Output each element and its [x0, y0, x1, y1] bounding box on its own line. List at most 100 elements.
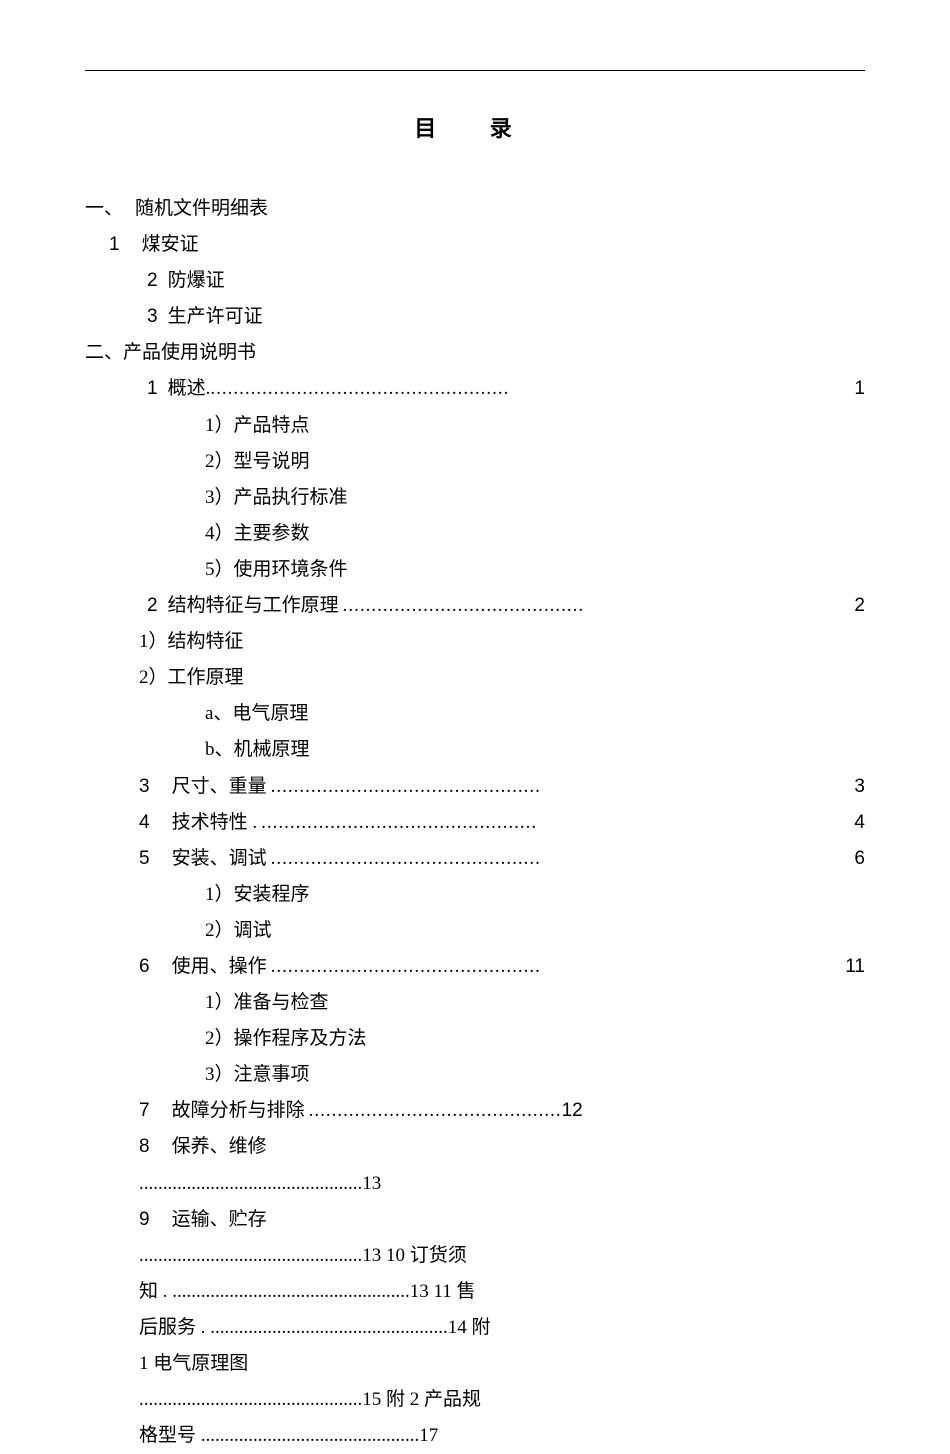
toc-sub-1-5: 5）使用环境条件: [85, 552, 865, 588]
section-1-header: 一、 随机文件明细表: [85, 191, 865, 227]
toc-entry-9: 9 运输、贮存: [139, 1202, 865, 1238]
item-number: 1: [109, 227, 120, 263]
sub-label: b、机械原理: [205, 732, 310, 768]
toc-sub-1-1: 1）产品特点: [85, 408, 865, 444]
dot-leader: ........................................…: [271, 769, 541, 805]
page-number: 6: [841, 841, 865, 877]
entry-number: 9: [139, 1202, 150, 1238]
entry-number: 6: [139, 949, 150, 985]
entry-number: 4: [139, 805, 150, 841]
toc-sub-2-2: 2）工作原理: [85, 660, 865, 696]
sub-label: 2）调试: [205, 913, 272, 949]
toc-entry-5: 5 安装、调试 ................................…: [85, 841, 865, 877]
toc-entry-3: 3 尺寸、重量 ................................…: [85, 769, 865, 805]
sub-label: 2）操作程序及方法: [205, 1021, 367, 1057]
dot-leader: ........................................…: [271, 949, 541, 985]
wrapped-text: 1 电气原理图: [139, 1346, 248, 1382]
entry-number: 7: [139, 1093, 150, 1129]
wrapped-line-6: 1 电气原理图: [139, 1346, 865, 1382]
entry-number: 5: [139, 841, 150, 877]
wrapped-line-8: 格型号 ....................................…: [139, 1418, 865, 1454]
wrapped-line-4: 知 . ....................................…: [139, 1274, 865, 1310]
entry-number: 8: [139, 1129, 150, 1165]
toc-entry-1: 1 概述. ..................................…: [85, 371, 865, 407]
wrapped-text: 知 . ....................................…: [139, 1274, 476, 1310]
page-number: 3: [841, 769, 865, 805]
section-1-label: 一、: [85, 191, 123, 227]
table-of-contents: 一、 随机文件明细表 1 煤安证 2 防爆证 3 生产许可证 二、 产品使用说明…: [85, 191, 865, 1454]
sub-label: 1）准备与检查: [205, 985, 329, 1021]
page-number: 1: [841, 371, 865, 407]
wrapped-line-1: ........................................…: [139, 1166, 865, 1202]
entry-number: 3: [139, 769, 150, 805]
entry-number: 1: [147, 371, 158, 407]
entry-label: 概述.: [168, 371, 211, 407]
toc-sub-6-1: 1）准备与检查: [85, 985, 865, 1021]
dot-leader: ........................................…: [309, 1093, 562, 1129]
dot-leader: ........................................…: [343, 588, 585, 624]
wrapped-line-3: ........................................…: [139, 1238, 865, 1274]
wrapped-text: ........................................…: [139, 1382, 481, 1418]
toc-sub-2-2a: a、电气原理: [85, 696, 865, 732]
toc-sub-5-2: 2）调试: [85, 913, 865, 949]
sub-label: 4）主要参数: [205, 516, 310, 552]
sub-label: 1）安装程序: [205, 877, 310, 913]
toc-entry-4: 4 技术特性 . ...............................…: [85, 805, 865, 841]
toc-entry-6: 6 使用、操作 ................................…: [85, 949, 865, 985]
toc-sub-5-1: 1）安装程序: [85, 877, 865, 913]
toc-sub-1-2: 2）型号说明: [85, 444, 865, 480]
entry-label: 技术特性 .: [172, 805, 258, 841]
sec1-item-1: 1 煤安证: [85, 227, 865, 263]
toc-sub-2-2b: b、机械原理: [85, 732, 865, 768]
toc-sub-6-2: 2）操作程序及方法: [85, 1021, 865, 1057]
entry-label: 保养、维修: [172, 1129, 267, 1165]
sub-label: a、电气原理: [205, 696, 308, 732]
section-1-title: 随机文件明细表: [135, 191, 268, 227]
toc-entry-8: 8 保养、维修: [85, 1129, 865, 1165]
entry-label: 运输、贮存: [172, 1202, 267, 1238]
toc-sub-6-3: 3）注意事项: [85, 1057, 865, 1093]
toc-sub-1-3: 3）产品执行标准: [85, 480, 865, 516]
wrapped-line-5: 后服务 . ..................................…: [139, 1310, 865, 1346]
sub-label: 1）结构特征: [139, 624, 244, 660]
entry-label: 安装、调试: [172, 841, 267, 877]
sub-label: 3）产品执行标准: [205, 480, 348, 516]
page-number: 2: [841, 588, 865, 624]
toc-entry-7: 7 故障分析与排除 ..............................…: [85, 1093, 865, 1129]
sec1-item-2: 2 防爆证: [85, 263, 865, 299]
page-number: 12: [562, 1093, 583, 1129]
item-number: 2: [147, 263, 158, 299]
sub-label: 1）产品特点: [205, 408, 310, 444]
toc-title: 目 录: [85, 111, 865, 143]
dot-leader: ........................................…: [271, 841, 541, 877]
item-number: 3: [147, 299, 158, 335]
toc-sub-1-4: 4）主要参数: [85, 516, 865, 552]
wrapped-entries: ........................................…: [85, 1166, 865, 1454]
wrapped-text: 格型号 ....................................…: [139, 1418, 438, 1454]
dot-leader: ........................................…: [210, 371, 509, 407]
section-2-header: 二、 产品使用说明书: [85, 335, 865, 371]
sub-label: 5）使用环境条件: [205, 552, 348, 588]
top-rule: [85, 70, 865, 71]
section-2-label: 二、: [85, 335, 123, 371]
toc-sub-2-1: 1）结构特征: [85, 624, 865, 660]
wrapped-line-7: ........................................…: [139, 1382, 865, 1418]
wrapped-text: 后服务 . ..................................…: [139, 1310, 491, 1346]
page-number: 4: [841, 805, 865, 841]
entry-label: 结构特征与工作原理: [168, 588, 339, 624]
dot-leader: ........................................…: [261, 805, 537, 841]
toc-entry-2: 2 结构特征与工作原理 ............................…: [85, 588, 865, 624]
entry-label: 尺寸、重量: [172, 769, 267, 805]
entry-label: 使用、操作: [172, 949, 267, 985]
wrapped-text: ........................................…: [139, 1238, 467, 1274]
item-label: 生产许可证: [168, 299, 263, 335]
entry-label: 故障分析与排除: [172, 1093, 305, 1129]
item-label: 煤安证: [142, 227, 199, 263]
section-2-title: 产品使用说明书: [123, 335, 256, 371]
sub-label: 2）型号说明: [205, 444, 310, 480]
sec1-item-3: 3 生产许可证: [85, 299, 865, 335]
page-number: 11: [835, 949, 865, 985]
sub-label: 2）工作原理: [139, 660, 244, 696]
entry-number: 2: [147, 588, 158, 624]
item-label: 防爆证: [168, 263, 225, 299]
